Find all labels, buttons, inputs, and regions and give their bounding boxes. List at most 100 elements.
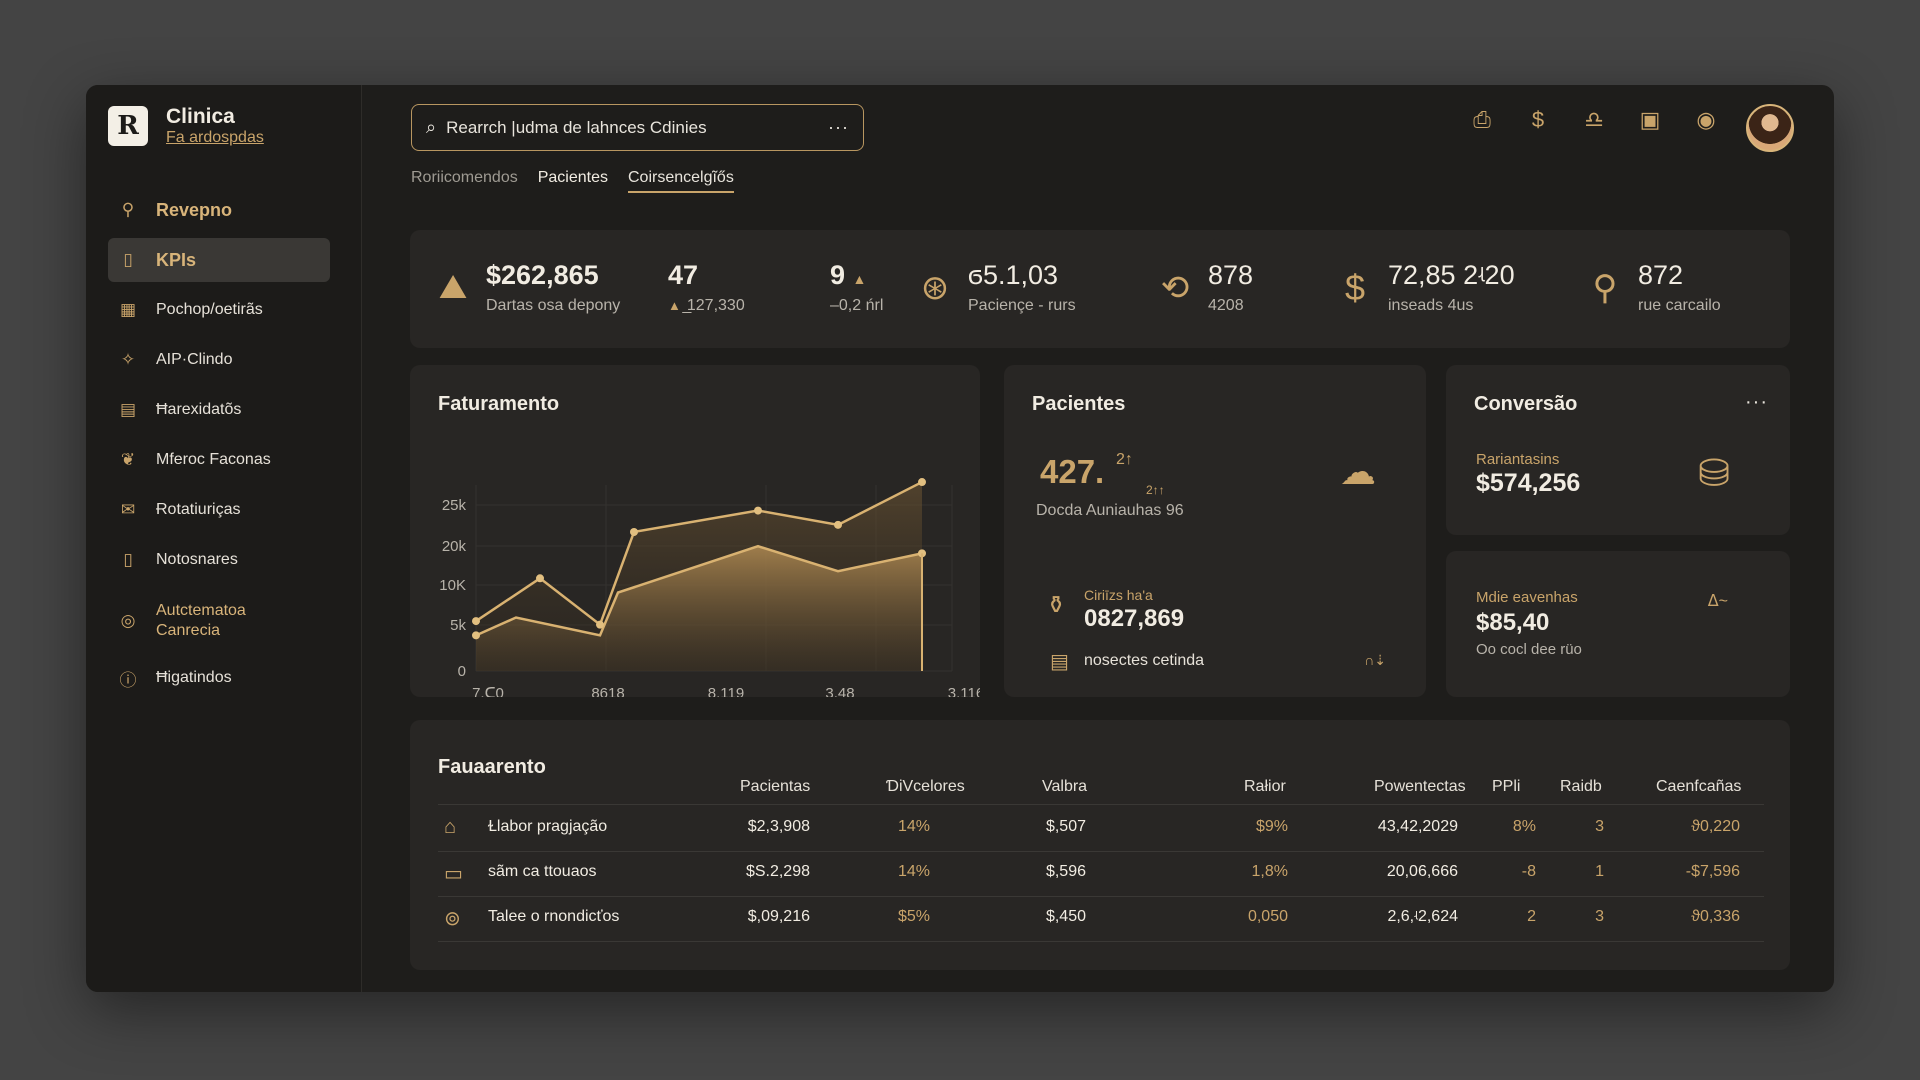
kpi-patients[interactable]: ⊛ ϭ5.1,03 Paciençe - rurs <box>914 260 1076 315</box>
tablet-icon: ▯ <box>123 550 133 569</box>
sidebar: R Clinica Fa ardospdas ⚲ Revepno ▯ KPIs ▦ Poc… <box>86 85 362 992</box>
table-divider <box>438 896 1764 897</box>
arrow-up-icon: ▲ <box>852 271 867 287</box>
avatar[interactable] <box>1746 104 1794 152</box>
kpi-dollar[interactable]: $ 72,85 2ʵ20 inseads 4us <box>1334 260 1515 315</box>
pacientes-sup-value-2: 2↑↑ <box>1146 483 1165 497</box>
grid-icon: ▦ <box>119 300 137 319</box>
arrow-up-icon: ▲ <box>668 298 681 313</box>
column-header[interactable]: Valbra <box>1042 778 1088 795</box>
tab-conferencias[interactable]: Coirsencelgĩős <box>627 169 734 193</box>
table-cell: 3 <box>1595 908 1604 925</box>
data-point <box>472 617 480 626</box>
table-cell: 43,42,2029 <box>1377 818 1458 835</box>
more-options-icon[interactable]: ··· <box>1745 391 1768 413</box>
table-cell: $,09,216 <box>747 908 810 925</box>
kpi-sync[interactable]: ⟲ 878 4208 <box>1154 260 1253 315</box>
column-header[interactable]: PPli <box>1492 778 1521 795</box>
table-cell: 14% <box>897 863 930 880</box>
pacientes-card: Pacientes 427. 2↑ 2↑↑ Docda Auniauhas 96… <box>1004 365 1426 697</box>
money-bag-icon[interactable]: $ <box>1531 107 1545 132</box>
clipboard-icon[interactable]: ▣ <box>1639 107 1661 132</box>
series-area-2 <box>476 546 922 671</box>
sidebar-item[interactable]: ❦ Mferoc Faconas <box>108 438 330 482</box>
sidebar-item[interactable]: ▯ Notosnares <box>108 538 330 582</box>
kpi-delta[interactable]: 9 ▲ –0,2 ńrl <box>830 260 884 314</box>
table-cell: 1 <box>1595 863 1604 880</box>
data-point <box>596 620 604 629</box>
column-header[interactable]: Raidb <box>1560 778 1602 795</box>
column-header[interactable]: Caenfcañas <box>1656 778 1742 795</box>
hand-heart-icon: ☁ <box>1340 451 1376 492</box>
camera-icon[interactable]: ◉ <box>1696 107 1716 132</box>
kpi-location[interactable]: ⚲ 872 rue carcailo <box>1584 260 1721 315</box>
brand-logo: R <box>108 106 148 146</box>
table-divider <box>438 941 1764 942</box>
y-tick-label: 5k <box>450 617 466 634</box>
pacientes-row2-mark: ∩⇣ <box>1364 652 1386 668</box>
brand[interactable]: R Clinica Fa ardospdas <box>108 105 264 147</box>
trend-mark: ᐃ~ <box>1707 593 1728 610</box>
table-cell: -8 <box>1521 863 1536 880</box>
sidebar-item-label: Ħigatindos <box>156 669 232 686</box>
kpi-revenue[interactable]: ⛰ $262,865 Dartas osa depony <box>432 260 621 315</box>
sidebar-item-label: Notosnares <box>156 551 238 568</box>
table-header: Pacientas ƊiVcelores Valbra Rałior Powen… <box>410 764 1790 795</box>
calendar-icon: ▤ <box>119 400 137 419</box>
table-cell: 0,050 <box>1247 908 1288 925</box>
printer-icon[interactable]: ⎙ <box>1473 107 1491 132</box>
sidebar-item[interactable]: ▤ Ħarexidatõs <box>108 388 330 432</box>
x-tick-label: 7,ᑕ0 <box>472 685 504 697</box>
pin-icon: ⚲ <box>1592 268 1618 307</box>
tab-bar: Roriicomendos Pacientes Coirsencelgĩős <box>411 169 734 193</box>
data-point <box>754 506 762 515</box>
sparkle-icon: ✧ <box>120 350 136 369</box>
table-cell: -$7,596 <box>1685 863 1740 880</box>
pacientes-subtitle: Docda Auniauhas 96 <box>1036 502 1184 519</box>
series-line-2 <box>475 544 923 637</box>
table-cell: 8% <box>1512 818 1536 835</box>
column-header[interactable]: Pacientas <box>740 778 811 795</box>
phone-icon: ▯ <box>123 250 133 269</box>
kpi-strip: ⛰ $262,865 Dartas osa depony 47 ▲̲127,330 … <box>410 230 1790 348</box>
sidebar-item[interactable]: ▦ Pochop/oetirãs <box>108 288 330 332</box>
brand-subtitle-link[interactable]: Fa ardospdas <box>166 129 264 146</box>
coin-icon: ⊛ <box>920 268 950 307</box>
sidebar-item[interactable]: ▯ KPIs <box>108 238 330 282</box>
info-icon: ⓘ <box>119 670 137 690</box>
search-input[interactable] <box>446 117 819 138</box>
hand-coin-icon[interactable]: ♎ <box>1584 107 1604 132</box>
search-bar[interactable]: ⌕ ··· <box>411 104 864 151</box>
sidebar-item[interactable]: ✧ AIP·Clindo <box>108 338 330 382</box>
table-row[interactable]: ⌂ Ɫlabor pragjação $2,3,908 14% $,507 $9% 43,4… <box>410 808 1790 848</box>
x-tick-label: 8,119 <box>708 685 744 697</box>
tab-pacientes[interactable]: Pacientes <box>537 169 608 186</box>
tab-recomendos[interactable]: Roriicomendos <box>411 169 518 186</box>
pacientes-title: Pacientes <box>1032 393 1126 415</box>
table-cell: 3 <box>1595 818 1604 835</box>
mail-icon: ✉ <box>120 500 136 519</box>
sidebar-item[interactable]: ⓘ Ħigatindos <box>108 656 330 700</box>
average-label: Mdie eavenhas <box>1476 589 1578 606</box>
table-cell: 2 <box>1527 908 1536 925</box>
column-header[interactable]: Rałior <box>1244 778 1286 795</box>
column-header[interactable]: ƊiVcelores <box>886 778 965 795</box>
table-row[interactable]: ⊚ Talee o rnondicťos $,09,216 $5% $,450 0,050… <box>410 898 1790 938</box>
conversao-value: $574,256 <box>1476 469 1581 497</box>
sidebar-item[interactable]: ⚲ Revepno <box>108 188 330 232</box>
sidebar-item[interactable]: ◎ Autctematoa Canrecia <box>108 592 330 650</box>
data-point <box>472 631 480 640</box>
kpi-count[interactable]: 47 ▲̲127,330 <box>668 260 745 314</box>
sidebar-item-label: AIP·Clindo <box>156 351 233 368</box>
top-icon-bar: ⎙ $ ♎ ▣ ◉ <box>1470 107 1718 133</box>
average-value: $85,40 <box>1476 609 1550 636</box>
table-cell: $5% <box>897 908 930 925</box>
sidebar-item-label: Ħarexidatõs <box>156 401 242 418</box>
search-more-icon[interactable]: ··· <box>828 117 849 137</box>
dollar-user-icon: $ <box>1344 266 1366 308</box>
x-tick-label: 3,48 <box>825 685 854 697</box>
table-row[interactable]: ▭ sãm ca ttouaos $S.2,298 14% $,596 1,8% 20,06… <box>410 853 1790 893</box>
brand-name: Clinica <box>166 105 235 128</box>
column-header[interactable]: Powentectas <box>1374 778 1466 795</box>
sidebar-item[interactable]: ✉ Ɍotatiuriças <box>108 488 330 532</box>
